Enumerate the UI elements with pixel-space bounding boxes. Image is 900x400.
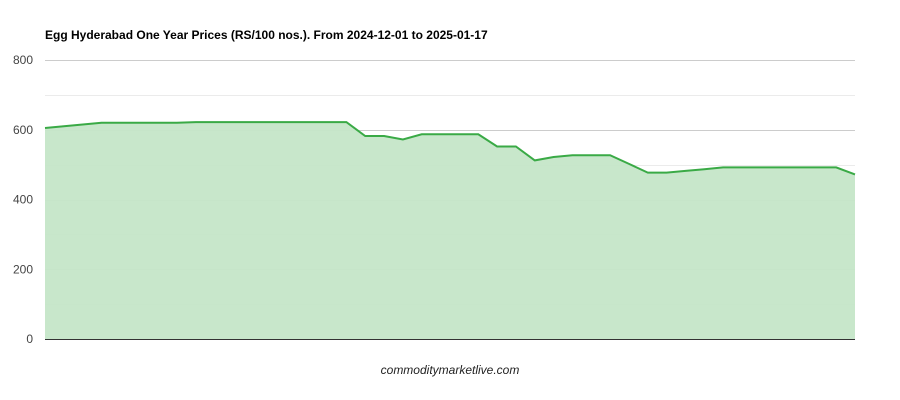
y-tick-label: 400 <box>13 193 33 207</box>
y-tick-label: 800 <box>13 53 33 67</box>
credit-text: commoditymarketlive.com <box>381 363 520 377</box>
price-area <box>45 122 855 339</box>
y-tick-label: 200 <box>13 262 33 276</box>
y-tick-label: 600 <box>13 123 33 137</box>
price-line <box>44 121 856 176</box>
y-tick-label: 0 <box>26 332 33 346</box>
chart-title: Egg Hyderabad One Year Prices (RS/100 no… <box>45 28 488 42</box>
